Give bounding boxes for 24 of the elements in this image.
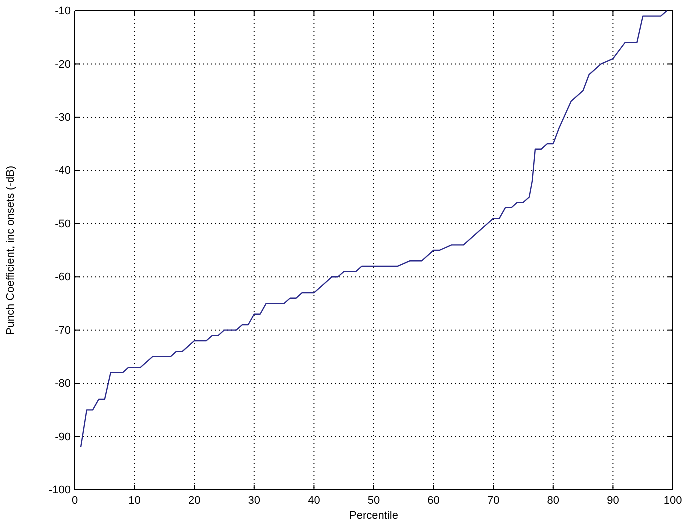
- x-tick-label: 10: [128, 494, 141, 507]
- y-tick-label: -10: [55, 6, 71, 18]
- y-tick-label: -30: [55, 112, 71, 124]
- y-tick-label: -20: [55, 58, 71, 71]
- x-tick-label: 30: [248, 494, 261, 507]
- x-tick-label: 0: [72, 494, 78, 507]
- y-tick-label: -50: [55, 218, 71, 230]
- y-tick-label: -70: [55, 324, 71, 337]
- x-tick-label: 90: [607, 494, 620, 507]
- line-series: [80, 10, 668, 448]
- y-tick-label: -80: [55, 378, 71, 390]
- x-tick-label: 40: [308, 494, 320, 507]
- x-tick-label: 70: [487, 494, 500, 507]
- x-tick-label: 50: [368, 494, 380, 507]
- x-tick-label: 20: [188, 494, 201, 507]
- x-tick-label: 100: [664, 494, 682, 507]
- x-axis-title: Percentile: [350, 510, 398, 522]
- y-tick-label: -100: [48, 484, 71, 497]
- x-tick-label: 80: [547, 494, 560, 507]
- y-tick-label: -60: [55, 272, 71, 284]
- y-tick-label: -90: [55, 431, 71, 444]
- y-tick-label: -40: [55, 165, 71, 178]
- x-tick-label: 60: [428, 494, 440, 507]
- y-axis-title: Punch Coefficient, inc onsets (-dB): [5, 166, 17, 336]
